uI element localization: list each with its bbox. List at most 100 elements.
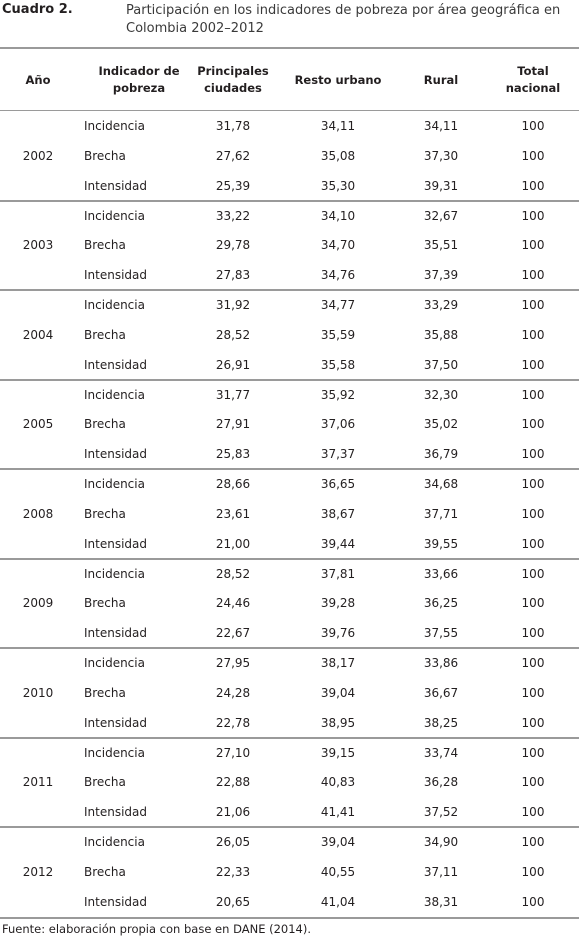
total-cell: 100: [521, 357, 545, 372]
resto-urbano-cell: 41,41: [320, 805, 356, 820]
resto-urbano-cell: 34,76: [320, 268, 356, 283]
rural-cell: 36,67: [423, 685, 459, 700]
header-rule: [0, 110, 579, 111]
total-cell: 100: [521, 208, 545, 223]
principales-cell: 31,92: [215, 298, 251, 313]
principales-cell: 22,67: [215, 626, 251, 641]
total-cell: 100: [521, 835, 545, 850]
principales-cell: 20,65: [215, 894, 251, 909]
rural-cell: 33,29: [423, 298, 459, 313]
resto-urbano-cell: 36,65: [320, 477, 356, 492]
year-cell: 2009: [22, 596, 54, 611]
rural-cell: 32,67: [423, 208, 459, 223]
total-cell: 100: [521, 865, 545, 879]
rural-cell: 34,68: [423, 477, 459, 492]
rural-cell: 37,39: [423, 268, 459, 283]
indicator-cell: Brecha: [84, 238, 126, 253]
resto-urbano-cell: 38,95: [320, 715, 356, 730]
total-cell: 100: [521, 805, 545, 820]
header-total: Total nacional: [505, 64, 561, 95]
principales-cell: 21,06: [215, 805, 251, 820]
rural-cell: 37,52: [423, 805, 459, 820]
indicator-cell: Incidencia: [84, 835, 145, 850]
table-number: Cuadro 2.: [2, 2, 73, 17]
total-cell: 100: [521, 327, 545, 342]
indicator-cell: Brecha: [84, 596, 126, 611]
rural-cell: 39,55: [423, 536, 459, 551]
principales-cell: 28,66: [215, 477, 251, 492]
rural-cell: 39,31: [423, 178, 459, 193]
total-cell: 100: [521, 775, 545, 790]
rural-cell: 34,11: [423, 119, 459, 133]
principales-cell: 25,83: [215, 447, 251, 462]
header-resto-urbano: Resto urbano: [294, 72, 382, 87]
rural-cell: 33,86: [423, 656, 459, 671]
year-cell: 2010: [22, 685, 54, 700]
group-rule: [0, 557, 579, 560]
resto-urbano-cell: 34,10: [320, 208, 356, 223]
principales-cell: 26,91: [215, 357, 251, 372]
indicator-cell: Brecha: [84, 865, 126, 879]
principales-cell: 22,88: [215, 775, 251, 790]
year-cell: 2012: [22, 865, 54, 879]
group-rule: [0, 199, 579, 202]
resto-urbano-cell: 39,04: [320, 835, 356, 850]
indicator-cell: Incidencia: [84, 387, 145, 402]
resto-urbano-cell: 34,11: [320, 119, 356, 133]
group-rule: [0, 826, 579, 829]
bottom-rule: [0, 916, 579, 919]
rural-cell: 37,55: [423, 626, 459, 641]
year-cell: 2002: [22, 148, 54, 163]
principales-cell: 27,62: [215, 148, 251, 163]
header-rural: Rural: [423, 72, 459, 87]
resto-urbano-cell: 35,08: [320, 148, 356, 163]
resto-urbano-cell: 38,67: [320, 506, 356, 521]
header-indicator: Indicador de pobreza: [98, 64, 180, 95]
source-note: Fuente: elaboración propia con base en D…: [2, 922, 312, 936]
total-cell: 100: [521, 656, 545, 671]
rural-cell: 37,11: [423, 865, 459, 879]
indicator-cell: Incidencia: [84, 208, 145, 223]
principales-cell: 24,46: [215, 596, 251, 611]
total-cell: 100: [521, 715, 545, 730]
principales-cell: 22,33: [215, 865, 251, 879]
group-rule: [0, 289, 579, 292]
total-cell: 100: [521, 506, 545, 521]
group-rule: [0, 468, 579, 471]
rural-cell: 35,51: [423, 238, 459, 253]
rural-cell: 37,50: [423, 357, 459, 372]
indicator-cell: Incidencia: [84, 477, 145, 492]
year-cell: 2004: [22, 327, 54, 342]
principales-cell: 21,00: [215, 536, 251, 551]
principales-cell: 29,78: [215, 238, 251, 253]
indicator-cell: Intensidad: [84, 894, 148, 909]
rural-cell: 33,66: [423, 566, 459, 581]
total-cell: 100: [521, 387, 545, 402]
top-rule: [0, 47, 579, 49]
total-cell: 100: [521, 685, 545, 700]
total-cell: 100: [521, 298, 545, 313]
total-cell: 100: [521, 178, 545, 193]
resto-urbano-cell: 34,70: [320, 238, 356, 253]
indicator-cell: Brecha: [84, 775, 126, 790]
total-cell: 100: [521, 596, 545, 611]
indicator-cell: Intensidad: [84, 178, 148, 193]
total-cell: 100: [521, 417, 545, 432]
resto-urbano-cell: 41,04: [320, 894, 356, 909]
principales-cell: 27,83: [215, 268, 251, 283]
resto-urbano-cell: 39,76: [320, 626, 356, 641]
principales-cell: 22,78: [215, 715, 251, 730]
year-cell: 2011: [22, 775, 54, 790]
indicator-cell: Incidencia: [84, 745, 145, 760]
indicator-cell: Brecha: [84, 327, 126, 342]
principales-cell: 27,91: [215, 417, 251, 432]
total-cell: 100: [521, 477, 545, 492]
rural-cell: 36,28: [423, 775, 459, 790]
rural-cell: 37,30: [423, 148, 459, 163]
principales-cell: 24,28: [215, 685, 251, 700]
resto-urbano-cell: 35,58: [320, 357, 356, 372]
indicator-cell: Intensidad: [84, 447, 148, 462]
rural-cell: 35,02: [423, 417, 459, 432]
group-rule: [0, 378, 579, 381]
rural-cell: 34,90: [423, 835, 459, 850]
